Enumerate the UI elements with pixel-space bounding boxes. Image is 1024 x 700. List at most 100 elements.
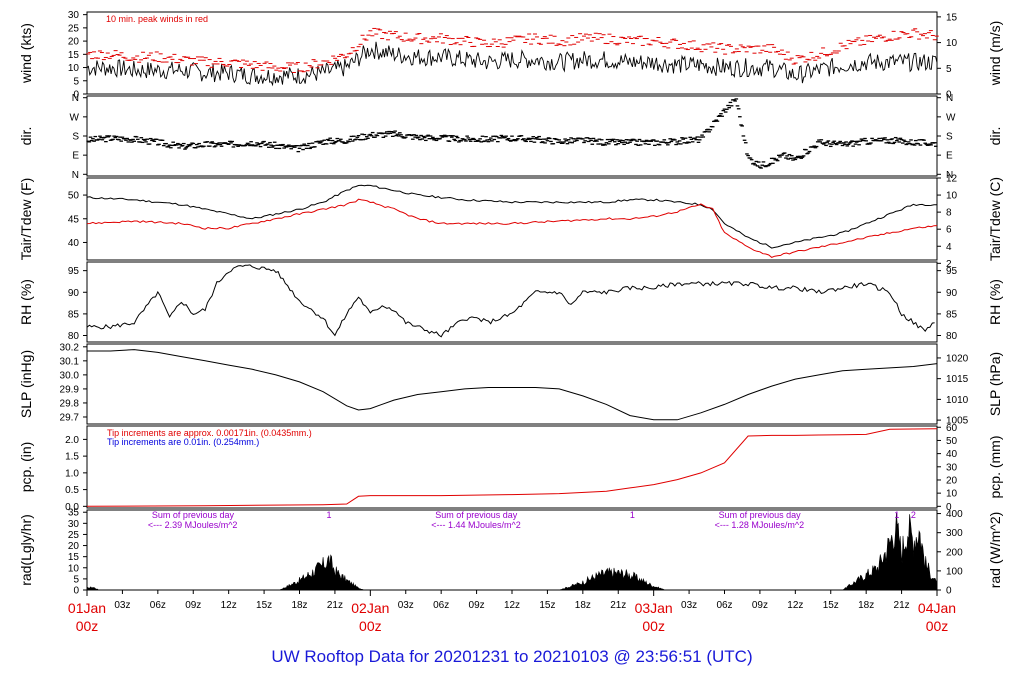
panel-frame-temp xyxy=(86,177,938,261)
tick-label-left-pcp: 0.0 xyxy=(65,502,79,513)
chart-title: UW Rooftop Data for 20201231 to 20210103… xyxy=(271,647,753,666)
rad-daily-sum-title-2: Sum of previous day xyxy=(435,510,518,520)
tick-label-right-rad: 100 xyxy=(946,566,963,577)
series-line-tdew xyxy=(86,198,938,258)
y-label-left-rad: rad(Lgly/hr) xyxy=(18,514,34,586)
series-line-pcp xyxy=(86,428,938,507)
tick-label-left-dir: N xyxy=(72,93,79,104)
series-line-tair xyxy=(86,184,937,249)
tick-label-left-wind: 10 xyxy=(68,63,80,74)
x-tick-label: 06z xyxy=(150,600,166,611)
x-tick-label: 09z xyxy=(469,600,485,611)
tick-label-left-rad: 30 xyxy=(68,519,80,530)
x-tick-label: 21z xyxy=(327,600,343,611)
x-tick-label: 06z xyxy=(716,600,732,611)
tick-label-left-pcp: 1.0 xyxy=(65,468,79,479)
x-tick-label: 15z xyxy=(256,600,272,611)
y-label-left-slp: SLP (inHg) xyxy=(18,350,34,418)
tick-label-left-dir: E xyxy=(72,151,79,162)
tick-label-left-rh: 80 xyxy=(68,331,80,342)
tick-label-left-rh: 90 xyxy=(68,288,80,299)
tick-label-left-wind: 30 xyxy=(68,10,80,21)
series-line-wind-sustained xyxy=(86,41,938,87)
tick-label-right-slp: 1020 xyxy=(946,353,969,364)
x-tick-label: 09z xyxy=(752,600,768,611)
y-label-right-temp: Tair/Tdew (C) xyxy=(987,177,1003,261)
tick-label-right-wind: 10 xyxy=(946,38,958,49)
y-label-right-rh: RH (%) xyxy=(987,279,1003,325)
y-label-left-pcp: pcp. (in) xyxy=(18,442,34,493)
y-label-left-dir: dir. xyxy=(18,127,34,146)
tick-label-right-wind: 0 xyxy=(946,90,952,101)
x-tick-label: 03z xyxy=(398,600,414,611)
panel-frame-wind xyxy=(86,11,938,95)
panel-frame-rh xyxy=(86,261,938,343)
tick-label-left-pcp: 2.0 xyxy=(65,435,79,446)
tick-label-left-dir: N xyxy=(72,170,79,181)
note-pcp-blue: Tip increments are 0.01in. (0.254mm.) xyxy=(107,437,259,447)
y-label-right-slp: SLP (hPa) xyxy=(987,352,1003,416)
y-label-right-rad: rad (W/m^2) xyxy=(987,512,1003,589)
tick-label-left-slp: 30.1 xyxy=(60,356,80,367)
rad-daily-sum-title-3: Sum of previous day xyxy=(719,510,802,520)
tick-label-right-slp: 1015 xyxy=(946,374,969,385)
y-label-left-temp: Tair/Tdew (F) xyxy=(18,178,34,260)
rad-daily-sum-title-1: Sum of previous day xyxy=(152,510,235,520)
tick-label-left-pcp: 0.5 xyxy=(65,485,79,496)
tick-label-left-slp: 29.9 xyxy=(60,384,80,395)
tick-label-left-wind: 25 xyxy=(68,23,80,34)
x-tick-label: 03z xyxy=(114,600,130,611)
tick-label-right-rad: 0 xyxy=(946,586,952,597)
x-tick-label: 21z xyxy=(610,600,626,611)
rad-daily-sum-value-3: <--- 1.28 MJoules/m^2 xyxy=(715,520,805,530)
tick-label-left-dir: W xyxy=(70,112,80,123)
y-label-left-rh: RH (%) xyxy=(18,279,34,325)
tick-label-left-wind: 15 xyxy=(68,50,80,61)
tick-label-left-rad: 0 xyxy=(73,586,79,597)
tick-label-right-pcp: 10 xyxy=(946,489,958,500)
tick-label-left-rad: 10 xyxy=(68,563,80,574)
tick-label-right-rh: 85 xyxy=(946,309,958,320)
y-label-right-dir: dir. xyxy=(987,127,1003,146)
tick-label-left-pcp: 1.5 xyxy=(65,452,79,463)
rad-marker-1: 1 xyxy=(327,510,332,520)
tick-label-right-temp: 8 xyxy=(946,208,952,219)
tick-label-right-rad: 400 xyxy=(946,509,963,520)
tick-label-left-rad: 15 xyxy=(68,552,80,563)
rad-marker-3: 1 xyxy=(894,510,899,520)
x-day-time-2: 00z xyxy=(359,618,382,634)
tick-label-left-temp: 50 xyxy=(68,191,80,202)
tick-label-right-temp: 6 xyxy=(946,225,952,236)
x-day-label-4: 04Jan xyxy=(918,600,956,616)
tick-label-right-pcp: 60 xyxy=(946,423,958,434)
x-day-label-3: 03Jan xyxy=(635,600,673,616)
tick-label-right-pcp: 0 xyxy=(946,502,952,513)
tick-label-right-slp: 1005 xyxy=(946,416,969,427)
series-line-rh xyxy=(86,264,935,338)
tick-label-left-dir: S xyxy=(72,132,79,143)
tick-label-left-wind: 20 xyxy=(68,37,80,48)
rad-marker-2: 1 xyxy=(630,510,635,520)
tick-label-left-slp: 30.0 xyxy=(60,370,80,381)
y-label-right-wind: wind (m/s) xyxy=(987,21,1003,87)
x-tick-label: 12z xyxy=(504,600,520,611)
x-tick-label: 18z xyxy=(858,600,874,611)
tick-label-right-wind: 5 xyxy=(946,64,952,75)
tick-label-right-pcp: 40 xyxy=(946,449,958,460)
tick-label-right-dir: N xyxy=(946,170,953,181)
tick-label-right-temp: 2 xyxy=(946,259,952,270)
tick-label-right-dir: S xyxy=(946,132,953,143)
tick-label-right-dir: W xyxy=(946,112,956,123)
tick-label-right-pcp: 50 xyxy=(946,436,958,447)
rad-daily-sum-value-1: <--- 2.39 MJoules/m^2 xyxy=(148,520,238,530)
tick-label-right-rh: 80 xyxy=(946,331,958,342)
tick-label-left-temp: 45 xyxy=(68,214,80,225)
note-pcp-red: Tip increments are approx. 0.00171in. (0… xyxy=(107,428,312,438)
tick-label-left-slp: 30.2 xyxy=(60,342,80,353)
x-day-label-1: 01Jan xyxy=(68,600,106,616)
x-day-time-1: 00z xyxy=(76,618,99,634)
rad-daily-sum-value-2: <--- 1.44 MJoules/m^2 xyxy=(431,520,521,530)
x-tick-label: 03z xyxy=(681,600,697,611)
tick-label-left-rh: 95 xyxy=(68,266,80,277)
